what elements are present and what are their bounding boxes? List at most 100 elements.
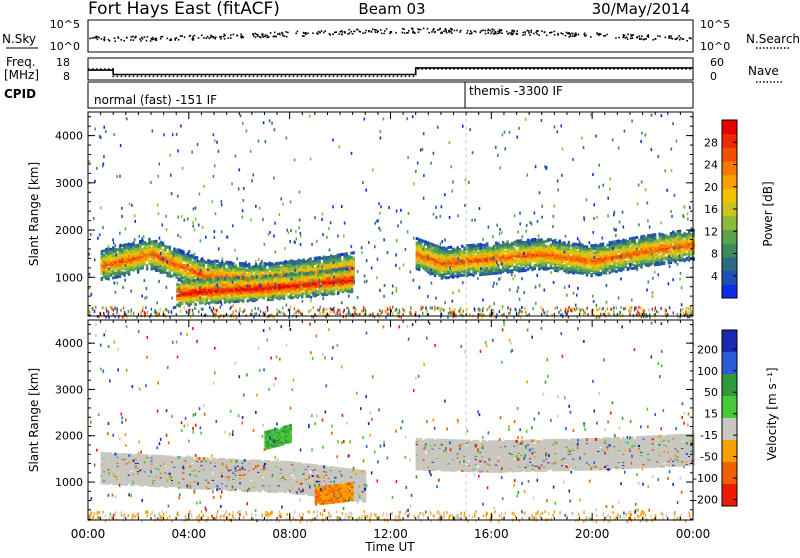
power-cell: [522, 258, 524, 261]
power-cell: [475, 258, 477, 261]
power-cell: [222, 278, 224, 281]
power-cell: [191, 254, 193, 257]
power-cell: [333, 268, 335, 271]
noise-dot: [344, 32, 346, 34]
power-cell: [267, 275, 269, 278]
noise-dot: [203, 37, 205, 39]
freq-unit-label: [MHz]: [4, 68, 39, 82]
noise-dot: [160, 38, 162, 40]
noise-dot: [506, 31, 508, 33]
noise-dot: [303, 32, 305, 34]
power-cell: [289, 265, 291, 268]
power-cell: [116, 275, 118, 278]
power-cell: [107, 257, 109, 260]
noise-dot: [109, 40, 111, 42]
power-cell: [228, 261, 230, 264]
power-cell: [321, 292, 323, 295]
power-cell: [276, 274, 278, 277]
power-cell: [518, 239, 520, 242]
power-cell: [543, 244, 545, 247]
noise-dot: [350, 31, 352, 33]
noise-dot: [441, 31, 443, 33]
power-cell: [278, 274, 280, 277]
noise-dot: [670, 35, 672, 37]
noise-dot: [265, 34, 267, 36]
noise-dot: [522, 34, 524, 36]
noise-dot: [575, 32, 577, 34]
power-cell: [504, 250, 506, 253]
noise-dot: [104, 38, 106, 40]
power-cell: [552, 267, 554, 270]
power-cell: [222, 283, 224, 286]
power-cell: [151, 258, 153, 261]
power-cell: [253, 276, 255, 279]
noise-dot: [569, 33, 571, 35]
noise-dot: [141, 37, 143, 39]
noise-dot: [672, 38, 674, 40]
power-cell: [315, 273, 317, 276]
power-cell: [331, 269, 333, 272]
noise-dot: [348, 29, 350, 31]
power-cell: [103, 254, 105, 257]
power-cell: [192, 289, 194, 292]
power-cell: [298, 262, 300, 265]
power-cell: [547, 245, 549, 248]
power-cell: [547, 261, 549, 264]
power-cell: [208, 282, 210, 285]
noise-dot: [194, 35, 196, 37]
noise-dot: [680, 37, 682, 39]
power-cell: [282, 265, 284, 268]
power-cell: [472, 263, 474, 266]
power-cell: [173, 248, 175, 251]
power-cell: [260, 277, 262, 280]
power-cell: [210, 260, 212, 263]
power-cell: [493, 272, 495, 275]
noise-dot: [192, 36, 194, 38]
power-cell: [511, 269, 513, 272]
power-cell: [203, 288, 205, 291]
cpid-mode-2: themis -3300 IF: [469, 84, 563, 98]
noise-dot: [318, 31, 320, 33]
power-cell: [207, 259, 209, 262]
noise-dot: [668, 37, 670, 39]
power-cell: [284, 267, 286, 270]
power-cell: [317, 284, 319, 287]
noise-dot: [514, 30, 516, 32]
power-cell: [316, 256, 318, 259]
power-cell: [463, 269, 465, 272]
power-cell: [241, 267, 243, 270]
noise-dot: [146, 40, 148, 42]
noise-dot: [371, 31, 373, 33]
power-cell: [189, 266, 191, 269]
noise-dot: [404, 32, 406, 34]
power-cell: [191, 268, 193, 271]
power-cell: [146, 246, 148, 249]
power-cell: [151, 247, 153, 250]
power-cell: [346, 252, 348, 255]
power-cell: [475, 263, 477, 266]
power-cell: [352, 262, 354, 265]
noise-dot: [381, 33, 383, 35]
power-cell: [107, 247, 109, 250]
noise-dot: [375, 31, 377, 33]
power-cell: [502, 241, 504, 244]
power-cell: [207, 264, 209, 267]
noise-dot: [95, 36, 97, 38]
power-cell: [308, 272, 310, 275]
noise-dot: [636, 36, 638, 38]
power-cell: [128, 251, 130, 254]
power-cell: [267, 298, 269, 301]
noise-dot: [210, 37, 212, 39]
power-cell: [278, 262, 280, 265]
power-cell: [477, 252, 479, 255]
power-cell: [303, 265, 305, 268]
power-cell: [312, 272, 314, 275]
power-cell: [103, 249, 105, 252]
power-cell: [319, 287, 321, 290]
power-cell: [303, 279, 305, 282]
noise-dot: [264, 36, 266, 38]
power-cell: [164, 245, 166, 248]
power-cell: [171, 251, 173, 254]
noise-dot: [274, 32, 276, 34]
noise-dot: [544, 32, 546, 34]
